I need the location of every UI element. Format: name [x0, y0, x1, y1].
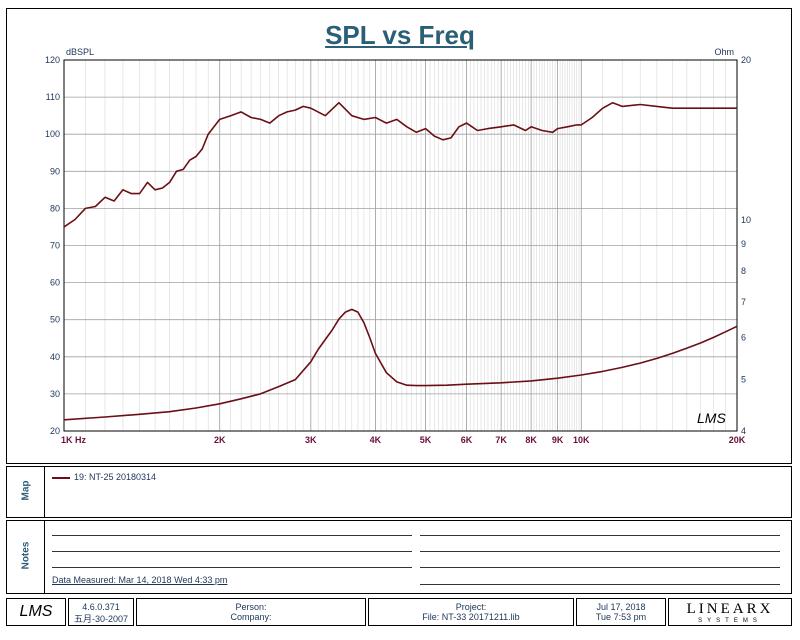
footer-person-cell: Person: Company:	[136, 598, 366, 626]
y-left-tick-label: 40	[50, 352, 60, 362]
series-layer	[63, 101, 738, 421]
x-tick-label: 8K	[525, 435, 537, 445]
y-right-tick-label: 10	[741, 215, 751, 225]
axis-labels: 1K Hz 2K 3K 4K 5K 6K 7K 8K 9K 10K 20K 20 30 40 50 60 70 8…	[45, 55, 751, 445]
version-text: 4.6.0.371	[82, 602, 120, 612]
footer-project-cell: Project: File: NT-33 20171211.lib	[368, 598, 574, 626]
chart-frame	[6, 8, 792, 464]
plot-area	[63, 59, 738, 432]
y-left-tick-label: 80	[50, 203, 60, 213]
data-measured-text: Data Measured: Mar 14, 2018 Wed 4:33 pm	[52, 575, 228, 585]
y-left-tick-label: 20	[50, 426, 60, 436]
y-left-tick-label: 110	[46, 92, 60, 102]
notes-line	[420, 535, 780, 536]
spl-chart: 1K Hz 2K 3K 4K 5K 6K 7K 8K 9K 10K 20K 20 30 40 50 60 70 8…	[45, 47, 751, 445]
project-label: Project:	[455, 602, 487, 612]
y-left-tick-label: 30	[50, 389, 60, 399]
y-right-tick-label: 8	[741, 266, 746, 276]
y-left-tick-label: 50	[50, 315, 60, 325]
y-right-tick-label: 9	[741, 239, 746, 249]
footer-logo-cell: LMS	[6, 598, 66, 626]
notes-line	[52, 567, 412, 568]
footer-date-cell: Jul 17, 2018 Tue 7:53 pm	[576, 598, 666, 626]
map-frame	[6, 466, 792, 518]
company-label: Company:	[230, 612, 272, 622]
brand-sub: SYSTEMS	[698, 618, 762, 624]
x-tick-label: 2K	[214, 435, 226, 445]
x-tick-label: 5K	[420, 435, 432, 445]
y-right-tick-label: 5	[741, 375, 746, 385]
x-tick-label: 10K	[573, 435, 590, 445]
y-left-tick-label: 120	[45, 55, 60, 65]
x-tick-label: 1K Hz	[61, 435, 87, 445]
y-right-tick-label: 4	[741, 426, 746, 436]
lms-watermark: LMS	[697, 410, 726, 426]
chart-title: SPL vs Freq	[325, 20, 475, 50]
notes-frame	[6, 520, 792, 594]
y-left-tick-label: 100	[45, 129, 60, 139]
notes-label: Notes	[20, 541, 32, 570]
date-text: Jul 17, 2018	[596, 602, 646, 612]
footer-version-cell: 4.6.0.371 五月-30-2007	[68, 598, 134, 626]
x-tick-label: 3K	[305, 435, 317, 445]
notes-line	[420, 551, 780, 552]
notes-line	[420, 567, 780, 568]
map-legend-line	[52, 477, 70, 479]
y-right-tick-label: 20	[741, 55, 751, 65]
notes-line	[420, 584, 780, 585]
y-left-tick-label: 90	[50, 166, 60, 176]
map-label: Map	[20, 480, 32, 501]
notes-divider	[44, 520, 45, 594]
x-tick-label: 9K	[552, 435, 564, 445]
notes-line	[52, 535, 412, 536]
y-right-tick-label: 7	[741, 297, 746, 307]
spl-series-line	[63, 101, 737, 228]
brand-name: LINEARX	[686, 601, 774, 617]
y-left-axis-label: dBSPL	[66, 47, 94, 57]
map-divider	[44, 466, 45, 518]
footer-brand-cell: LINEARX SYSTEMS	[668, 598, 792, 626]
y-right-tick-label: 6	[741, 333, 746, 343]
x-tick-label: 7K	[495, 435, 507, 445]
person-label: Person:	[235, 602, 267, 612]
y-right-axis-label: Ohm	[714, 47, 734, 57]
y-left-tick-label: 70	[50, 241, 60, 251]
lms-logo: LMS	[19, 603, 53, 620]
notes-line	[52, 551, 412, 552]
chart-grid	[63, 59, 738, 432]
map-legend-label: 19: NT-25 20180314	[74, 472, 157, 482]
x-tick-label: 4K	[370, 435, 382, 445]
y-left-tick-label: 60	[50, 278, 60, 288]
build-date-text: 五月-30-2007	[73, 614, 129, 624]
file-label: File: NT-33 20171211.lib	[422, 612, 520, 622]
x-tick-label: 6K	[461, 435, 473, 445]
day-time-text: Tue 7:53 pm	[595, 612, 647, 622]
x-tick-label: 20K	[729, 435, 746, 445]
impedance-series-line	[63, 308, 738, 421]
